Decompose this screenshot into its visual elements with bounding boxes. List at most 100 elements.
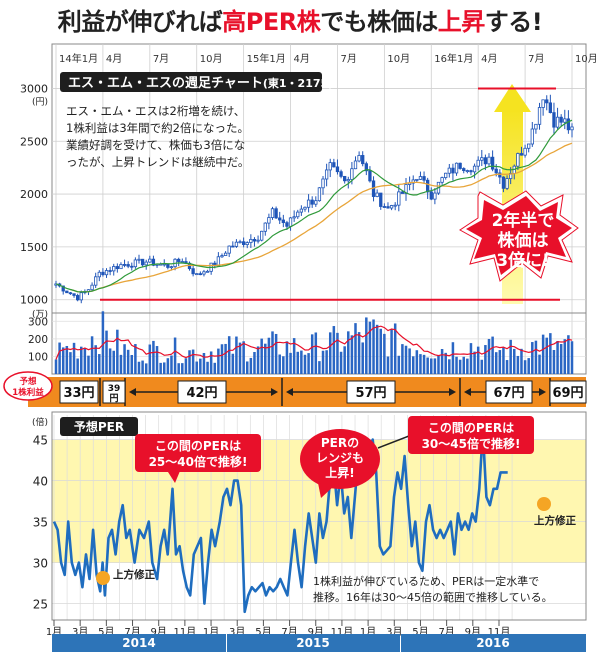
per-callout-left-line1: この間のPERは [155, 439, 241, 453]
candle-body [530, 128, 534, 145]
price-month-label: 7月 [528, 53, 544, 65]
upgrade-label-2016: 上方修正 [534, 514, 576, 527]
volume-bar [108, 348, 112, 374]
year-segment [227, 634, 400, 652]
volume-bar [386, 356, 390, 374]
volume-bar [181, 363, 184, 374]
eps-segment-box [346, 380, 396, 404]
volume-bar [195, 361, 198, 374]
candle-body [494, 168, 498, 174]
candle-body [566, 118, 571, 131]
candle-body [94, 276, 98, 286]
price-month-label: 4月 [106, 53, 122, 65]
volume-bar [188, 350, 191, 374]
candle-body [130, 265, 134, 268]
moving-average-short [55, 119, 573, 293]
volume-bar [220, 344, 224, 374]
volume-bar [523, 360, 527, 374]
volume-bar [119, 354, 123, 374]
volume-bar [513, 348, 516, 374]
volume-bar [90, 336, 94, 374]
candle-body [379, 192, 383, 207]
price-y-tick: 2500 [20, 135, 48, 148]
candle-body [364, 163, 368, 172]
volume-bar [213, 362, 217, 374]
price-y-tick: 1000 [20, 294, 48, 307]
per-y-axis: 25 30 35 40 45 (倍) [32, 416, 48, 612]
volume-bar [155, 346, 159, 374]
eps-label-line2: 1株利益 [12, 387, 44, 398]
headline-part5: する! [484, 7, 543, 36]
candle-body [527, 143, 531, 149]
volume-bar [227, 336, 231, 374]
volume-bar [361, 342, 364, 374]
per-callout-center: PERの レンジも 上昇! [300, 429, 380, 498]
candle-body [223, 252, 228, 256]
candle-body [68, 292, 73, 295]
volume-bar [123, 344, 126, 374]
candle-body [519, 153, 524, 156]
volume-bar [274, 333, 278, 374]
volume-y-unit: (万) [32, 310, 48, 320]
candle-body [227, 245, 231, 254]
candle-body [440, 177, 444, 183]
candle-body [270, 208, 275, 218]
year-segment [52, 634, 226, 652]
per-y-tick: 40 [33, 475, 48, 489]
candle-body [97, 271, 101, 278]
candle-body [220, 255, 224, 258]
volume-bar [58, 342, 61, 374]
volume-bar [148, 344, 152, 374]
eps-segment-unit: 円 [109, 393, 118, 404]
volume-bar [282, 356, 285, 374]
volume-bar [520, 348, 523, 374]
candle-body [306, 199, 311, 208]
candle-body [393, 204, 397, 207]
candle-body [108, 270, 112, 272]
candle-body [563, 118, 567, 123]
year-bar: 2014 2015 2016 [52, 634, 586, 652]
candle-body [570, 126, 574, 131]
volume-bar [448, 359, 451, 374]
candle-body [552, 112, 556, 128]
volume-bar [476, 346, 480, 374]
candle-body [472, 165, 477, 173]
volume-bar [166, 358, 170, 374]
candle-body [462, 168, 466, 171]
candle-body [299, 208, 304, 213]
price-month-label: 4月 [294, 53, 310, 65]
volume-bar [271, 331, 274, 374]
candle-body [166, 263, 170, 268]
candle-body [433, 192, 437, 200]
candle-body [368, 170, 372, 182]
volume-bar [375, 324, 379, 374]
candle-body [119, 264, 123, 270]
candle-body [249, 238, 253, 243]
volume-bar [105, 330, 108, 374]
volume-y-axis: 100 200 300(万) [28, 310, 586, 363]
volume-bar [498, 350, 502, 374]
candle-body [115, 266, 119, 270]
year-label: 2015 [296, 636, 329, 650]
volume-bar [484, 345, 487, 374]
volume-bar [173, 337, 177, 374]
candle-body [241, 241, 246, 245]
upgrade-marker-2014 [96, 571, 110, 585]
candle-body [454, 162, 459, 174]
volume-bar [238, 342, 242, 374]
candle-body [61, 285, 65, 292]
price-month-label: 10月 [387, 53, 410, 65]
volume-bar [94, 345, 97, 374]
volume-y-tick: 300 [28, 316, 48, 328]
candle-body [465, 170, 470, 172]
volume-bar [440, 349, 444, 374]
volume-bar [260, 338, 263, 374]
volume-bar [343, 346, 346, 374]
eps-arrowhead [449, 388, 456, 396]
candle-body [548, 102, 553, 113]
candle-body [101, 271, 105, 276]
per-callout-center-line2: レンジも [316, 451, 364, 465]
volume-bar [162, 362, 166, 374]
annotation-line-3: 業績好調を受けて、株価も3倍にな [66, 138, 245, 152]
volume-bar [422, 354, 426, 374]
